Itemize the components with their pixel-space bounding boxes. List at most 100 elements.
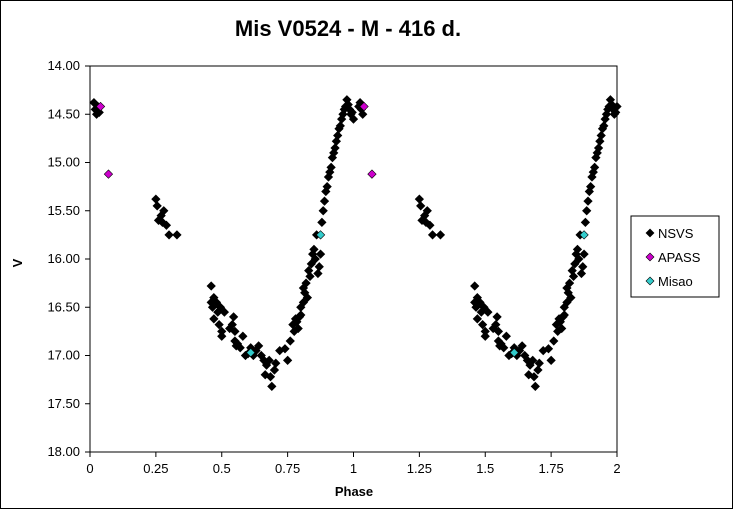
legend-marker-apass: [645, 252, 655, 262]
apass-point: [367, 169, 377, 179]
legend: NSVS APASS Misao: [630, 215, 720, 298]
nsvs-point: [230, 326, 240, 336]
nsvs-point: [348, 114, 359, 124]
nsvs-point: [416, 201, 426, 211]
nsvs-point: [264, 355, 274, 365]
nsvs-point: [319, 196, 330, 206]
nsvs-point: [313, 268, 323, 279]
nsvs-point: [331, 136, 341, 146]
nsvs-point: [321, 186, 331, 197]
nsvs-point: [564, 278, 575, 288]
nsvs-point: [214, 319, 224, 330]
nsvs-point: [309, 244, 319, 254]
nsvs-point: [600, 114, 610, 124]
nsvs-point: [612, 101, 622, 112]
data-points: [89, 95, 622, 392]
y-axis: 14.00 14.50 15.00 15.50 16.00 16.50 17.00 17.50…: [47, 58, 90, 459]
nsvs-point: [326, 162, 336, 172]
nsvs-point: [499, 343, 509, 353]
nsvs-point: [206, 281, 216, 291]
nsvs-point: [595, 136, 605, 146]
nsvs-point: [157, 217, 168, 227]
nsvs-point: [269, 365, 280, 375]
nsvs-point: [302, 292, 313, 303]
legend-marker-nsvs: [645, 228, 655, 238]
nsvs-point: [576, 268, 587, 279]
nsvs-point: [285, 336, 295, 346]
y-tick-label: 18.00: [47, 444, 80, 459]
misao-point: [315, 230, 326, 240]
nsvs-point: [325, 167, 335, 177]
nsvs-point: [593, 143, 604, 153]
nsvs-point: [568, 271, 579, 281]
nsvs-point: [557, 323, 567, 334]
nsvs-point: [477, 319, 488, 330]
nsvs-point: [301, 278, 311, 288]
nsvs-point: [161, 220, 172, 230]
nsvs-point: [559, 310, 569, 320]
nsvs-point: [315, 249, 326, 259]
nsvs-point: [528, 355, 538, 365]
y-tick-label: 17.50: [47, 396, 80, 411]
y-tick-label: 14.00: [47, 58, 80, 73]
nsvs-point: [172, 230, 182, 240]
y-tick-label: 16.50: [47, 299, 80, 314]
legend-label-nsvs: NSVS: [658, 226, 694, 241]
nsvs-point: [318, 206, 328, 216]
nsvs-point: [470, 281, 480, 291]
apass-point: [103, 169, 114, 179]
nsvs-point: [421, 217, 431, 227]
nsvs-point: [599, 121, 609, 131]
nsvs-point: [265, 372, 276, 382]
nsvs-point: [238, 331, 248, 341]
nsvs-point: [435, 230, 446, 240]
nsvs-point: [533, 365, 543, 375]
x-tick-label: 1.75: [538, 461, 563, 476]
y-tick-label: 15.00: [47, 155, 80, 170]
nsvs-point: [159, 206, 169, 216]
nsvs-point: [335, 121, 345, 131]
nsvs-point: [422, 206, 432, 216]
nsvs-point: [480, 331, 490, 341]
nsvs-point: [293, 323, 303, 334]
nsvs-point: [588, 167, 598, 177]
x-tick-label: 0.25: [143, 461, 168, 476]
nsvs-point: [583, 196, 593, 206]
nsvs-point: [530, 381, 540, 392]
nsvs-point: [543, 344, 554, 354]
x-tick-label: 2: [613, 461, 620, 476]
nsvs-point: [283, 355, 293, 365]
nsvs-point: [209, 314, 219, 324]
x-axis: 0 0.25 0.5 0.75 1 1.25 1.5 1.75 2: [86, 452, 621, 476]
nsvs-point: [586, 182, 596, 192]
nsvs-point: [254, 341, 264, 351]
nsvs-point: [358, 109, 368, 119]
nsvs-point: [574, 254, 584, 264]
chart-title: Mis V0524 - M - 416 d.: [235, 16, 461, 41]
nsvs-point: [546, 355, 556, 365]
nsvs-point: [280, 344, 290, 354]
nsvs-point: [314, 262, 324, 272]
nsvs-point: [578, 262, 588, 272]
nsvs-point: [305, 271, 315, 281]
misao-point: [246, 347, 256, 358]
x-tick-label: 1.25: [407, 461, 432, 476]
nsvs-point: [271, 358, 281, 368]
nsvs-point: [529, 372, 539, 382]
nsvs-point: [227, 319, 237, 330]
nsvs-point: [592, 148, 602, 158]
plot-area: [89, 65, 618, 453]
nsvs-point: [94, 107, 104, 117]
nsvs-point: [310, 254, 320, 264]
nsvs-point: [492, 312, 502, 322]
nsvs-point: [611, 107, 621, 117]
x-axis-label: Phase: [335, 484, 373, 499]
misao-point: [579, 230, 589, 240]
nsvs-point: [217, 331, 227, 341]
nsvs-point: [501, 331, 511, 341]
legend-label-apass: APASS: [658, 250, 701, 265]
nsvs-point: [296, 310, 306, 320]
y-tick-label: 17.00: [47, 348, 80, 363]
